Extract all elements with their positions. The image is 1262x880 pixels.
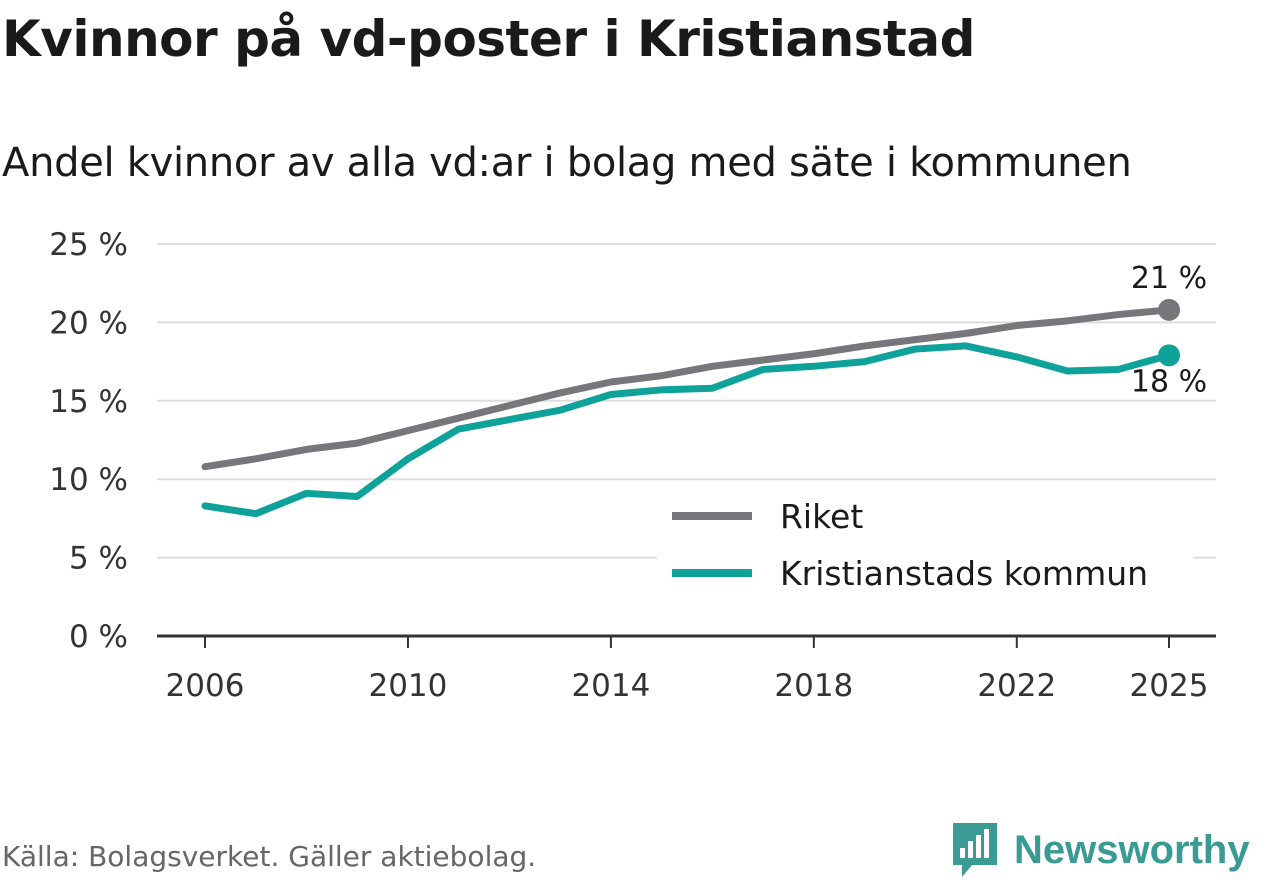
y-tick-label-15: 15 % <box>49 384 128 420</box>
series-lines <box>201 306 1173 518</box>
legend-background <box>657 490 1193 605</box>
y-tick-label-25: 25 % <box>49 227 128 263</box>
chart-subtitle: Andel kvinnor av alla vd:ar i bolag med … <box>2 140 1132 186</box>
x-tick-label-2010: 2010 <box>368 668 447 704</box>
series-line-kommun <box>201 342 1173 518</box>
legend-label-riket: Riket <box>780 497 863 536</box>
legend: Riket Kristianstads kommun <box>657 490 1193 605</box>
brand-name: Newsworthy <box>1014 827 1250 872</box>
x-tick-label-2022: 2022 <box>977 668 1056 704</box>
end-point-riket <box>1158 298 1180 321</box>
x-tick-label-2018: 2018 <box>774 668 853 704</box>
chart-title: Kvinnor på vd-poster i Kristianstad <box>2 10 975 68</box>
newsworthy-logo-icon <box>953 823 997 877</box>
end-label-kommun: 18 % <box>1131 364 1207 399</box>
series-line-riket <box>201 306 1173 471</box>
y-axis-tick-labels: 0 % 5 % 10 % 15 % 20 % 25 % <box>49 227 128 655</box>
end-markers: 21 % 18 % <box>1131 261 1207 399</box>
x-tick-label-2014: 2014 <box>571 668 650 704</box>
y-tick-label-20: 20 % <box>49 305 128 341</box>
y-tick-label-10: 10 % <box>49 462 128 498</box>
legend-label-kommun: Kristianstads kommun <box>780 554 1148 593</box>
brand-logo: Newsworthy <box>950 820 1250 880</box>
y-tick-label-5: 5 % <box>69 541 128 577</box>
x-tick-label-2006: 2006 <box>166 668 245 704</box>
x-axis-ticks: 2006 2010 2014 2018 2022 2025 <box>166 636 1209 704</box>
y-tick-label-0: 0 % <box>69 619 128 655</box>
x-tick-label-2025: 2025 <box>1130 668 1209 704</box>
end-label-riket: 21 % <box>1131 261 1207 296</box>
source-note: Källa: Bolagsverket. Gäller aktiebolag. <box>2 840 537 873</box>
end-point-kommun <box>1158 344 1180 367</box>
